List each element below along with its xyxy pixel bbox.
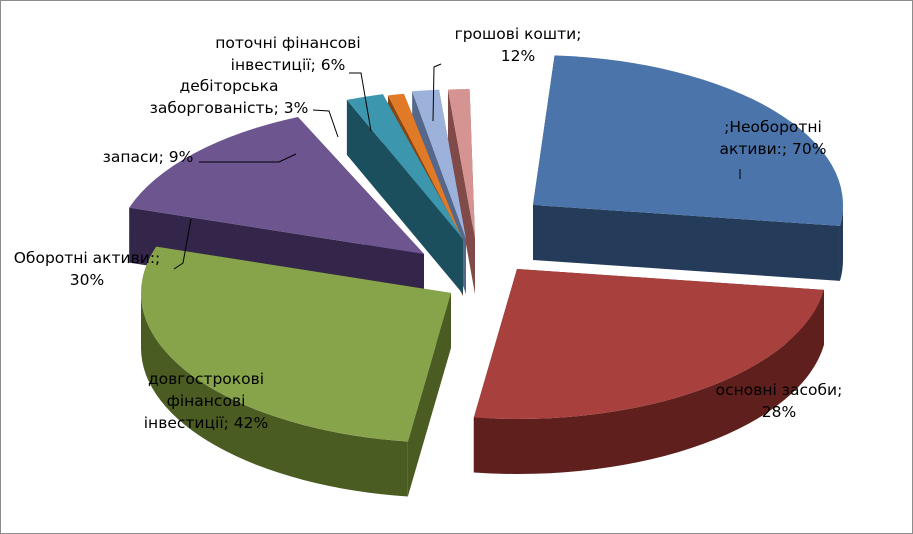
slice-0 bbox=[533, 55, 843, 226]
leader-line-6 bbox=[349, 72, 372, 132]
slice-label-3: Оборотні активи:; 30% bbox=[14, 249, 161, 289]
slice-5 bbox=[388, 93, 463, 241]
slice-label-4: запаси; 9% bbox=[103, 148, 194, 166]
slice-label-1: основні засоби; 28% bbox=[716, 381, 843, 421]
slice-wall-0 bbox=[839, 205, 844, 281]
slice-tops bbox=[129, 55, 843, 442]
slice-label-0: ;Необоротні активи:; 70% bbox=[720, 118, 827, 158]
slice-side-0 bbox=[533, 205, 840, 281]
slice-wall-2 bbox=[140, 293, 408, 497]
leader-line-5 bbox=[312, 109, 339, 138]
leader-line-4 bbox=[199, 153, 297, 163]
leader-lines bbox=[173, 63, 741, 270]
slice-labels: ;Необоротні активи:; 70% основні засоби; 28… bbox=[14, 25, 843, 432]
slice-1 bbox=[473, 269, 824, 420]
slice-label-5: дебіторська заборгованість; 3% bbox=[150, 77, 309, 117]
slice-7 bbox=[447, 89, 475, 239]
slice-side-7 bbox=[447, 89, 475, 294]
slice-label-6: поточні фінансові інвестиції; 6% bbox=[215, 34, 360, 74]
slice-4 bbox=[346, 94, 463, 239]
slice-2 bbox=[140, 246, 451, 442]
slice-side-4 bbox=[346, 99, 463, 294]
slice-3 bbox=[129, 116, 424, 255]
slice-wall-1 bbox=[473, 289, 824, 474]
leader-line-7 bbox=[432, 63, 442, 122]
slice-6 bbox=[412, 89, 466, 239]
leader-line-3 bbox=[173, 218, 192, 270]
slice-label-7: грошові кошти; 12% bbox=[455, 25, 582, 65]
slice-label-2: довгострокові фінансові інвестиції; 42% bbox=[144, 370, 269, 432]
